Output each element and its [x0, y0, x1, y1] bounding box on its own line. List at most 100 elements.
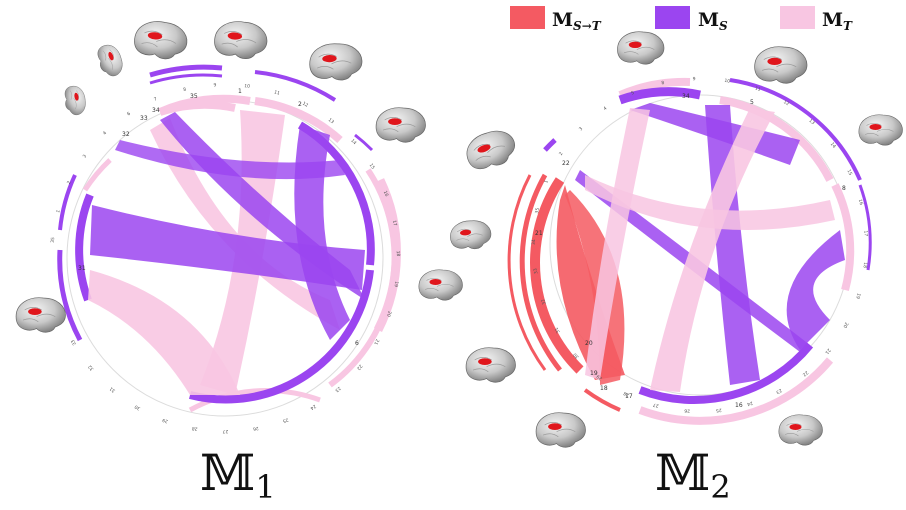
brain-icon [134, 21, 188, 60]
legend-swatch-mt [780, 6, 815, 29]
region-label-34: 34 [682, 93, 690, 100]
region-label-31: 31 [78, 265, 86, 272]
segment-6 [189, 269, 374, 404]
region-label-19: 19 [590, 370, 598, 377]
legend-label-ms: MS [698, 9, 728, 33]
segment-34 [618, 87, 701, 105]
region-label-8: 8 [842, 185, 846, 192]
region-tick-label: 2 [66, 180, 73, 185]
region-tick-label: 9 [213, 82, 216, 88]
region-tick-label: 21 [823, 347, 831, 355]
legend-item-mt: MT [780, 6, 853, 33]
brain-icon [778, 414, 823, 446]
region-tick-label: 31 [108, 385, 116, 393]
region-tick-label: 10 [244, 83, 250, 90]
region-tick-label: 24 [309, 403, 317, 411]
outer-arc-5 [729, 78, 862, 181]
region-label-33: 33 [140, 115, 148, 122]
region-tick-label: 11 [754, 86, 762, 94]
region-tick-label: 33 [70, 338, 78, 346]
outer-arc-f [57, 249, 83, 342]
region-tick-label: 4 [602, 105, 608, 112]
brain-icon [465, 347, 516, 383]
region-tick-label: 31 [553, 326, 561, 334]
region-label-6: 6 [355, 340, 359, 347]
region-tick-label: 13 [807, 118, 815, 126]
track-32 [82, 158, 112, 192]
region-tick-label: 12 [782, 99, 790, 107]
brain-icon [15, 297, 66, 333]
legend: MS→T MS MT [510, 6, 853, 33]
region-tick-label: 18 [862, 262, 869, 268]
track-2 [254, 97, 343, 143]
region-tick-label: 6 [126, 111, 132, 118]
ribbon-purple-4 [115, 140, 345, 180]
region-label-18: 18 [600, 385, 608, 392]
region-tick-label: 29 [161, 417, 169, 425]
region-label-1: 1 [238, 88, 242, 95]
region-label-34: 34 [152, 107, 160, 114]
region-tick-label: 12 [301, 101, 309, 109]
legend-swatch-ms-to-t [510, 6, 545, 29]
region-tick-label: 3 [578, 126, 584, 132]
region-tick-label: 17 [391, 220, 398, 227]
brain-icon [375, 107, 426, 143]
region-label-20: 20 [585, 340, 593, 347]
region-label-16: 16 [735, 402, 743, 409]
outer-arc-18 [583, 388, 621, 412]
outer-arc-g [373, 178, 401, 333]
ribbon-pink-3 [88, 270, 240, 395]
segment-21 [530, 177, 584, 374]
legend-label-ms-to-t: MS→T [552, 9, 602, 33]
region-label-17: 17 [625, 393, 633, 400]
outer-arc-a [149, 64, 223, 78]
segment-16 [638, 342, 814, 404]
region-tick-label: 27 [652, 401, 659, 408]
region-tick-label: 34 [531, 239, 537, 245]
region-tick-label: 25 [282, 416, 290, 424]
region-tick-label: 4 [102, 130, 108, 136]
outer-arc-b [149, 73, 223, 85]
region-tick-label: 30 [134, 403, 142, 411]
region-tick-label: 28 [622, 390, 630, 398]
region-tick-label: 22 [355, 363, 363, 371]
region-label-35: 35 [190, 93, 198, 100]
brain-icon [535, 412, 586, 448]
brain-icon [97, 44, 123, 77]
region-tick-label: 19 [854, 292, 861, 299]
region-label-21: 21 [535, 230, 543, 237]
region-tick-label: 32 [540, 298, 548, 306]
ribbon-purple-2 [705, 105, 760, 385]
region-tick-label: 32 [87, 364, 95, 372]
outer-arc-d [354, 133, 374, 152]
region-tick-label: 23 [775, 387, 783, 395]
region-label-22: 22 [562, 160, 570, 167]
region-tick-label: 13 [327, 117, 335, 125]
ribbon-pink-2 [585, 175, 835, 230]
brain-icon [754, 46, 808, 84]
region-tick-label: 20 [385, 310, 393, 317]
region-tick-label: 28 [191, 425, 198, 432]
region-tick-label: 8 [661, 80, 665, 87]
outer-arc-8 [858, 184, 872, 271]
region-tick-label: 15 [845, 169, 853, 177]
track-7 [188, 388, 321, 413]
region-tick-label: 14 [349, 138, 357, 146]
brain-icon [214, 21, 268, 60]
region-label-32: 32 [122, 131, 130, 138]
region-tick-label: 22 [801, 369, 809, 377]
outer-arc-21 [519, 173, 562, 372]
brain-icons [15, 21, 903, 448]
region-tick-label: 1 [55, 209, 62, 213]
region-tick-label: 18 [395, 251, 401, 257]
region-tick-label: 23 [334, 385, 342, 393]
region-tick-label: 15 [368, 162, 376, 170]
ribbon-red-2 [565, 190, 625, 385]
region-tick-label: 35 [534, 207, 541, 214]
region-tick-label: 26 [252, 425, 259, 432]
region-tick-label: 29 [595, 373, 603, 381]
diagram-label-m1: 𝕄1 [200, 444, 276, 506]
region-tick-label: 35 [50, 237, 56, 243]
